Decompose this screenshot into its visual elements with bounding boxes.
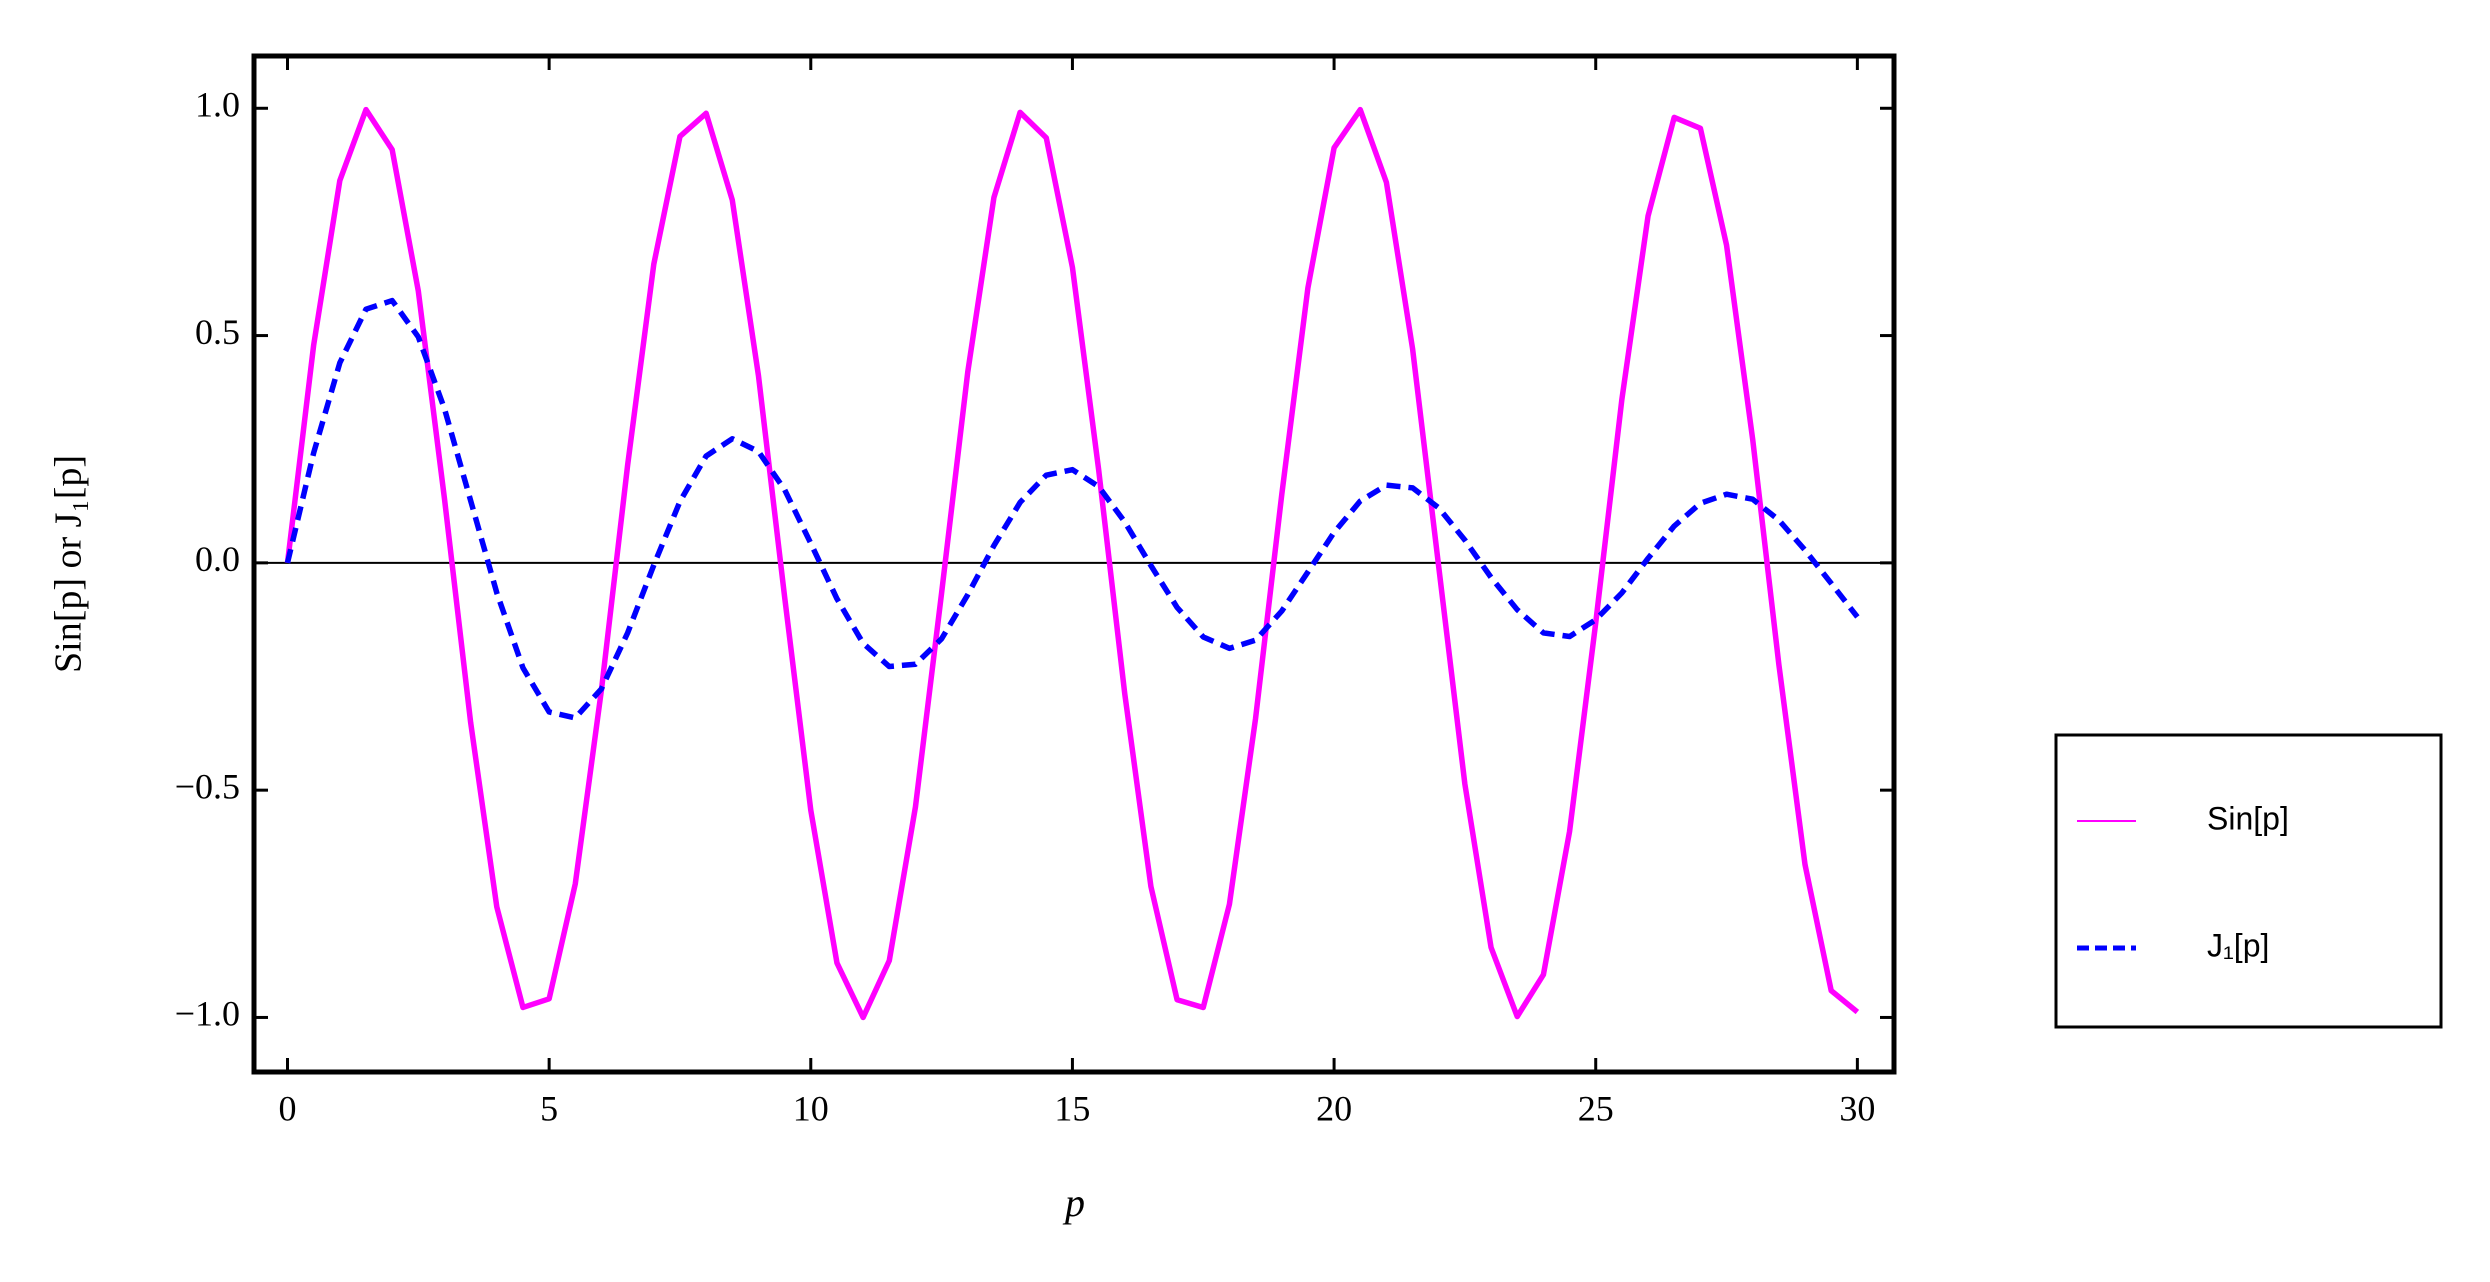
x-tick-label: 0	[278, 1088, 296, 1128]
x-axis-label: p	[1062, 1180, 1085, 1225]
series-line	[284, 297, 1860, 721]
x-tick-label: 15	[1054, 1088, 1090, 1128]
y-axis-label: Sin[p] or J₁[p]	[48, 455, 90, 673]
y-tick-label: −1.0	[175, 994, 240, 1034]
x-tick-label: 30	[1839, 1088, 1875, 1128]
y-tick-label: 0.0	[195, 539, 240, 579]
y-tick-label: 0.5	[195, 312, 240, 352]
y-tick-label: −0.5	[175, 766, 240, 806]
legend-label: J₁[p]	[2207, 927, 2269, 963]
series-line	[284, 106, 1860, 1021]
x-tick-label: 25	[1578, 1088, 1614, 1128]
x-tick-label: 20	[1316, 1088, 1352, 1128]
legend-label: Sin[p]	[2207, 800, 2289, 836]
y-tick-label: 1.0	[195, 85, 240, 125]
plot-frame	[251, 53, 1897, 1075]
x-tick-label: 10	[793, 1088, 829, 1128]
x-tick-label: 5	[540, 1088, 558, 1128]
legend-box	[2054, 733, 2443, 1029]
